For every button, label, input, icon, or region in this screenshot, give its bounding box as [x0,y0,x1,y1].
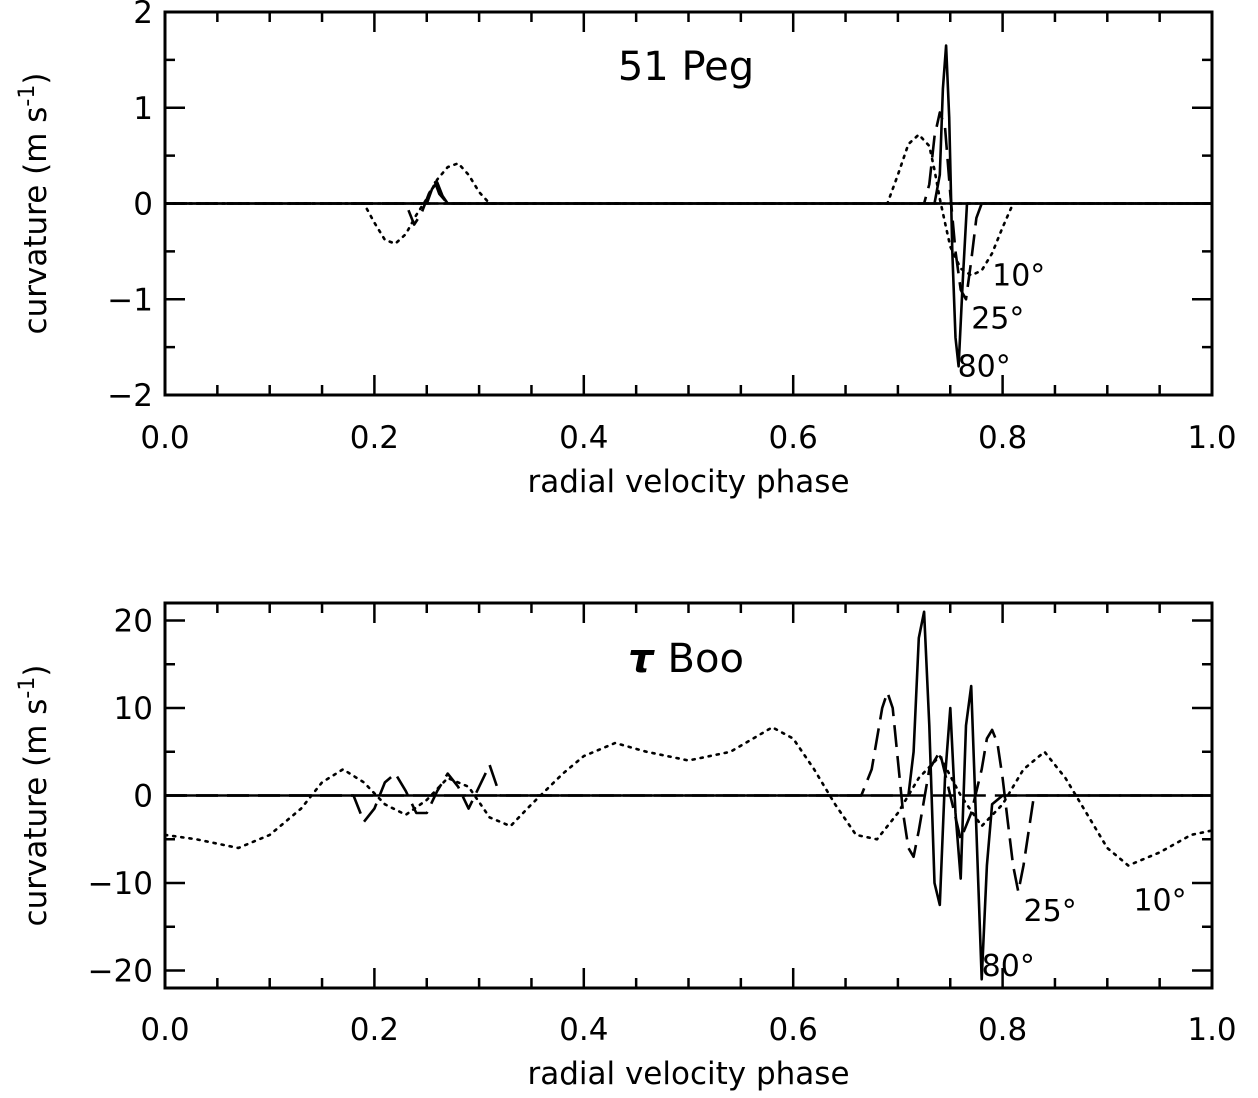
series-line-dotted-0 [165,162,1212,245]
y-tick-label: 0 [133,187,153,223]
angle-annotation: 80° [982,949,1035,984]
x-tick-label: 1.0 [1187,420,1236,456]
series-group [165,610,1212,981]
angle-annotation: 80° [958,349,1011,384]
y-tick-label: 20 [114,604,153,640]
series-group [165,44,1212,368]
x-tick-label: 0.4 [559,420,608,456]
x-tick-label: 0.6 [769,1012,818,1048]
y-tick-label: −1 [107,282,153,318]
chart-title: τ Boo [628,636,744,682]
y-tick-label: 2 [133,0,153,31]
x-tick-label: 0.4 [559,1012,608,1048]
x-tick-label: 0.6 [769,420,818,456]
y-axis-label: curvature (m s-1) [15,73,54,335]
series-line-dashed-2 [165,691,1212,894]
angle-annotation: 25° [1024,894,1077,929]
series-line-dashed-3 [165,111,1212,301]
series-line-solid-4 [165,181,1212,205]
series-line-dotted-0 [165,726,1212,867]
series-line-solid-5 [165,44,1212,368]
x-tick-label: 1.0 [1187,1012,1236,1048]
y-tick-label: −10 [88,866,153,902]
y-tick-label: −2 [107,378,153,414]
chart-panel-tau-boo: 0.0 0.2 0.4 0.6 0.8 1.0 −20 −10 0 10 20 radial velo… [15,601,1237,1092]
x-tick-label: 0.8 [978,420,1027,456]
y-tick-label: −20 [88,954,153,990]
series-line-dashed-1 [165,763,1212,824]
series-line-solid-3 [165,610,1212,981]
y-tick-label: 1 [133,91,153,127]
chart-panel-51-peg: 0.0 0.2 0.4 0.6 0.8 1.0 −2 −1 0 1 2 radial velocity… [15,0,1237,500]
angle-annotation: 25° [971,301,1024,336]
y-axis-label: curvature (m s-1) [15,665,54,927]
x-tick-label: 0.0 [140,1012,189,1048]
x-tick-label: 0.2 [350,420,399,456]
x-tick-label: 0.0 [140,420,189,456]
x-axis-label: radial velocity phase [527,1056,849,1092]
angle-annotation: 10° [992,258,1045,293]
chart-title: 51 Peg [618,44,754,90]
y-tick-label: 0 [133,779,153,815]
series-line-dotted-1 [165,133,1212,277]
angle-annotation: 10° [1133,884,1186,919]
x-axis-label: radial velocity phase [527,464,849,500]
y-tick-label: 10 [114,691,153,727]
x-tick-label: 0.8 [978,1012,1027,1048]
x-tick-label: 0.2 [350,1012,399,1048]
